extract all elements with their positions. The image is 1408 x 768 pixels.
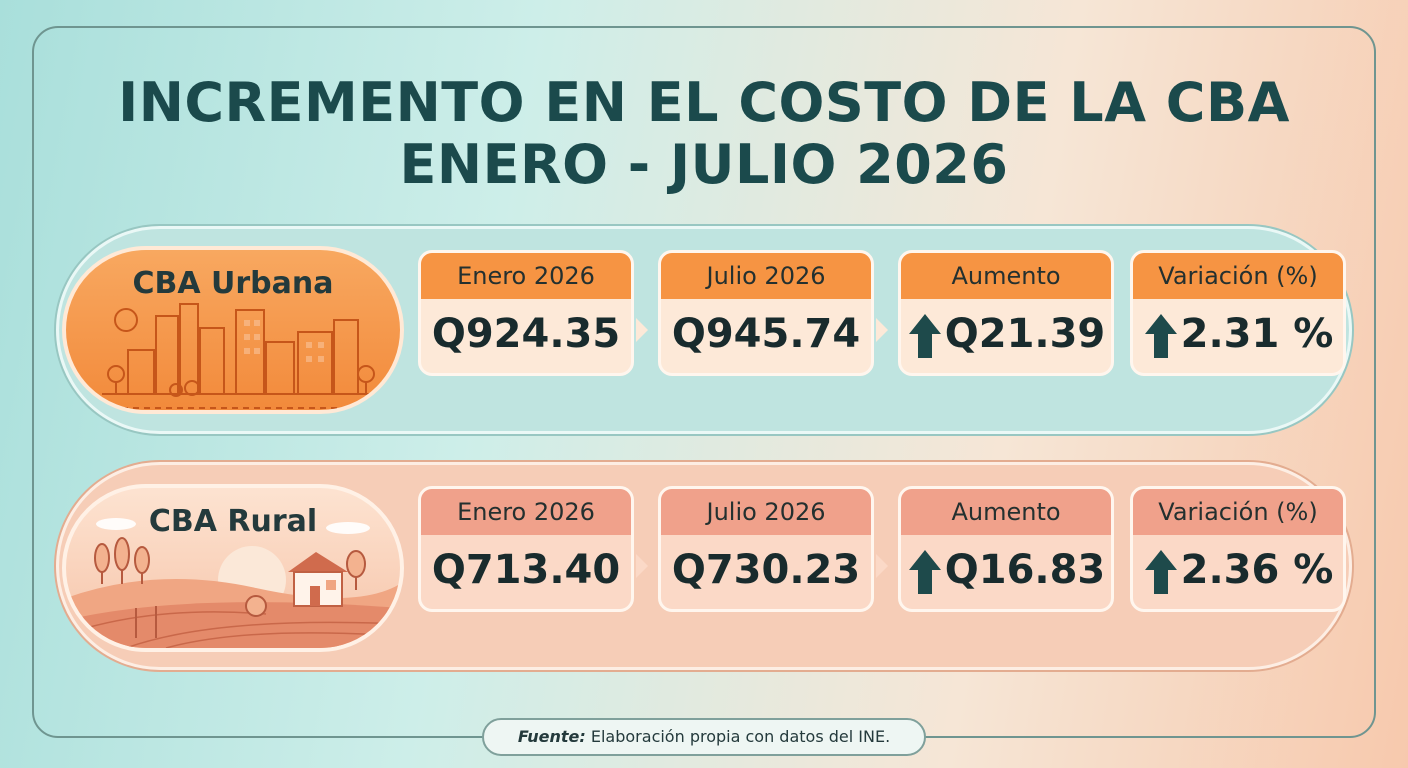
- title-line-2: ENERO - JULIO 2026: [399, 133, 1009, 196]
- urban-label-pill: CBA Urbana: [62, 246, 404, 414]
- card-header: Variación (%): [1133, 253, 1343, 299]
- card-value: Q924.35: [431, 311, 621, 357]
- chevron-right-icon: [876, 554, 888, 578]
- card-header: Aumento: [901, 253, 1111, 299]
- source-label: Fuente:: [517, 727, 586, 746]
- rural-card-jan: Enero 2026 Q713.40: [418, 486, 634, 612]
- card-value-wrap: 2.36 %: [1133, 535, 1343, 609]
- card-header: Julio 2026: [661, 253, 871, 299]
- card-header: Aumento: [901, 489, 1111, 535]
- urban-card-jul: Julio 2026 Q945.74: [658, 250, 874, 376]
- arrow-up-icon: [1144, 550, 1177, 594]
- city-illustration: [102, 303, 375, 409]
- arrow-up-icon: [908, 550, 941, 594]
- card-value: Q21.39: [944, 311, 1106, 357]
- card-header: Enero 2026: [421, 489, 631, 535]
- card-value: 2.36 %: [1180, 547, 1334, 593]
- chevron-right-icon: [636, 318, 648, 342]
- chevron-right-icon: [636, 554, 648, 578]
- card-value-wrap: Q21.39: [901, 299, 1111, 373]
- farm-illustration: [66, 518, 400, 648]
- card-value: Q945.74: [671, 311, 861, 357]
- urban-card-jan: Enero 2026 Q924.35: [418, 250, 634, 376]
- urban-card-variation: Variación (%) 2.31 %: [1130, 250, 1346, 376]
- card-value-wrap: 2.31 %: [1133, 299, 1343, 373]
- card-value: Q730.23: [671, 547, 861, 593]
- urban-card-increase: Aumento Q21.39: [898, 250, 1114, 376]
- source-text: Elaboración propia con datos del INE.: [590, 727, 891, 746]
- rural-card-increase: Aumento Q16.83: [898, 486, 1114, 612]
- chevron-right-icon: [876, 318, 888, 342]
- rural-card-variation: Variación (%) 2.36 %: [1130, 486, 1346, 612]
- card-value-wrap: Q16.83: [901, 535, 1111, 609]
- card-value: 2.31 %: [1180, 311, 1334, 357]
- card-header: Enero 2026: [421, 253, 631, 299]
- arrow-up-icon: [1144, 314, 1177, 358]
- rural-label-pill: CBA Rural: [62, 484, 404, 652]
- card-header: Julio 2026: [661, 489, 871, 535]
- arrow-up-icon: [908, 314, 941, 358]
- urban-label: CBA Urbana: [132, 266, 334, 301]
- card-value: Q16.83: [944, 547, 1106, 593]
- rural-label: CBA Rural: [148, 504, 318, 539]
- source-note: Fuente: Elaboración propia con datos del…: [482, 718, 926, 756]
- title-line-1: INCREMENTO EN EL COSTO DE LA CBA: [118, 71, 1290, 134]
- card-value: Q713.40: [431, 547, 621, 593]
- rural-card-jul: Julio 2026 Q730.23: [658, 486, 874, 612]
- card-header: Variación (%): [1133, 489, 1343, 535]
